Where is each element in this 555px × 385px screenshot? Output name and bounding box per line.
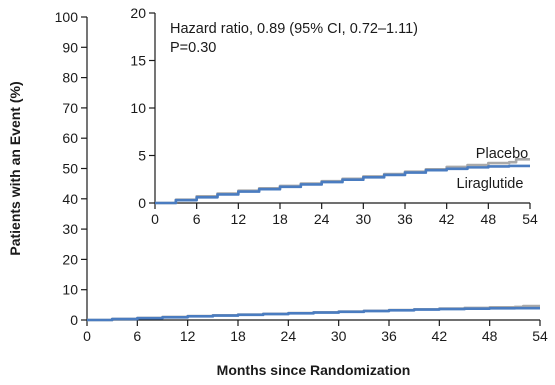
inset-x-tick-label: 12 [231, 211, 247, 227]
hazard-ratio-annotation: Hazard ratio, 0.89 (95% CI, 0.72–1.11) [170, 21, 418, 37]
main-y-tick-label: 100 [55, 9, 79, 25]
main-y-tick-label: 90 [62, 39, 78, 55]
inset-y-tick-label: 5 [138, 148, 146, 164]
x-axis-title: Months since Randomization [217, 362, 411, 378]
main-y-tick-label: 50 [62, 161, 78, 177]
inset-x-tick-label: 24 [314, 211, 330, 227]
main-x-tick-label: 54 [532, 328, 548, 344]
main-x-tick-label: 0 [83, 328, 91, 344]
main-series-line-1 [87, 306, 540, 322]
inset-panel: 0 5 10 15 20 0 6 12 18 24 30 36 42 48 54 [130, 5, 538, 227]
inset-x-tick-label: 30 [356, 211, 372, 227]
main-y-tick-label: 0 [70, 312, 78, 328]
main-x-tick-label: 18 [230, 328, 246, 344]
inset-x-tick-label: 48 [481, 211, 497, 227]
main-x-tick-label: 42 [432, 328, 448, 344]
main-y-tick-label: 30 [62, 221, 78, 237]
inset-x-tick-label: 36 [397, 211, 413, 227]
main-y-tick-label: 80 [62, 70, 78, 86]
inset-y-tick-label: 15 [130, 53, 146, 69]
main-y-tick-label: 40 [62, 191, 78, 207]
main-y-tick-label: 10 [62, 282, 78, 298]
main-y-tick-label: 60 [62, 130, 78, 146]
p-value-annotation: P=0.30 [170, 40, 216, 56]
main-x-tick-label: 12 [180, 328, 196, 344]
main-x-tick-label: 6 [133, 328, 141, 344]
inset-x-tick-label: 0 [151, 211, 159, 227]
inset-x-tick-label: 54 [522, 211, 538, 227]
main-x-tick-label: 36 [381, 328, 397, 344]
y-axis-title: Patients with an Event (%) [7, 81, 23, 255]
series-label-placebo: Placebo [476, 146, 528, 162]
inset-y-tick-label: 20 [130, 5, 146, 21]
inset-x-tick-label: 18 [272, 211, 288, 227]
main-y-tick-label: 20 [62, 251, 78, 267]
series-label-liraglutide: Liraglutide [457, 176, 524, 192]
main-y-tick-label: 70 [62, 100, 78, 116]
main-x-tick-label: 24 [281, 328, 297, 344]
inset-series-line-liraglutide [155, 164, 530, 205]
inset-y-tick-label: 0 [138, 195, 146, 211]
main-x-tick-label: 30 [331, 328, 347, 344]
inset-x-tick-label: 42 [439, 211, 455, 227]
inset-x-tick-label: 6 [193, 211, 201, 227]
inset-y-tick-label: 10 [130, 100, 146, 116]
main-x-tick-label: 48 [482, 328, 498, 344]
